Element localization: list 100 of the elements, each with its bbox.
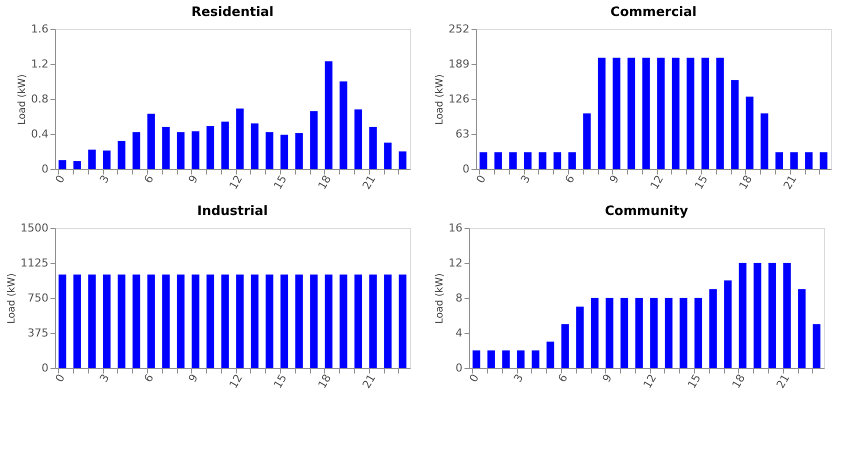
- bar: [192, 131, 200, 170]
- bar: [694, 298, 702, 368]
- bar: [369, 126, 377, 170]
- bar: [701, 58, 710, 170]
- bar: [102, 150, 111, 170]
- bar: [147, 114, 156, 170]
- x-tick-label: 18: [736, 173, 755, 192]
- bar: [590, 298, 599, 368]
- bar: [620, 298, 628, 368]
- bar: [354, 109, 362, 170]
- bar: [479, 152, 488, 170]
- x-tick-label: 0: [466, 372, 482, 385]
- bar: [538, 152, 547, 170]
- bar: [250, 123, 259, 170]
- x-tick-label: 0: [474, 173, 489, 186]
- bar: [783, 262, 791, 368]
- x-tick-label: 3: [97, 372, 112, 385]
- x-tick-label: 21: [360, 173, 378, 192]
- bar: [576, 306, 584, 368]
- chart-title: Community: [604, 204, 689, 219]
- bar: [672, 58, 680, 170]
- bar: [561, 324, 570, 368]
- x-tick-label: 9: [186, 372, 201, 385]
- bar: [627, 58, 636, 170]
- x-tick-label: 6: [556, 372, 570, 385]
- x-tick-label: 3: [518, 173, 533, 186]
- y-tick-label: 1500: [20, 222, 48, 234]
- chart-title: Commercial: [610, 5, 697, 20]
- bar: [798, 289, 806, 368]
- bar: [509, 152, 517, 170]
- bar: [384, 142, 392, 170]
- bar: [664, 298, 673, 368]
- bar: [118, 140, 126, 170]
- x-tick-label: 0: [52, 173, 68, 186]
- bar: [236, 108, 244, 170]
- bar: [775, 152, 784, 170]
- bar: [132, 132, 140, 170]
- bar: [656, 58, 665, 170]
- bar: [73, 160, 82, 170]
- bar: [820, 152, 828, 170]
- y-tick-label: 1.2: [31, 58, 48, 70]
- x-tick-label: 18: [730, 372, 748, 391]
- bar: [295, 132, 304, 170]
- bar: [768, 262, 776, 368]
- bar: [760, 113, 768, 170]
- x-tick-label: 6: [562, 173, 578, 186]
- x-tick-label: 12: [640, 372, 660, 391]
- bar: [716, 58, 724, 170]
- bar: [487, 350, 496, 368]
- x-tick-label: 6: [142, 372, 156, 385]
- bar: [650, 298, 658, 368]
- bar: [606, 298, 614, 368]
- y-tick-label: 0.8: [31, 92, 48, 106]
- y-tick-label: 0.4: [31, 128, 48, 140]
- bar: [310, 111, 318, 170]
- y-tick-label: 0: [42, 362, 48, 374]
- y-tick-label: 750: [28, 292, 48, 304]
- chart-title: Industrial: [197, 204, 268, 219]
- x-tick-label: 21: [360, 372, 378, 391]
- bar: [162, 126, 170, 170]
- x-tick-label: 0: [52, 372, 68, 385]
- bar: [516, 350, 525, 368]
- bar: [812, 324, 821, 368]
- y-tick-label: 63: [456, 128, 470, 140]
- y-tick-label: 1125: [20, 256, 48, 270]
- bar: [582, 113, 591, 170]
- bar: [532, 350, 540, 368]
- bar: [398, 151, 407, 170]
- y-tick-label: 0: [462, 162, 470, 176]
- bar: [280, 134, 288, 170]
- bar: [612, 58, 620, 170]
- x-tick-label: 3: [511, 372, 526, 385]
- x-tick-label: 9: [186, 173, 201, 186]
- y-tick-label: 252: [448, 22, 470, 36]
- y-tick-label: 1.6: [31, 22, 48, 36]
- bar: [724, 280, 732, 368]
- bar: [790, 152, 798, 170]
- y-tick-label: 12: [448, 256, 462, 270]
- bar: [753, 262, 762, 368]
- bar: [494, 152, 502, 170]
- bar: [642, 58, 650, 170]
- x-tick-label: 12: [226, 173, 246, 192]
- y-axis-title: Load (kW): [6, 273, 18, 324]
- y-tick-label: 375: [28, 326, 48, 340]
- bar: [568, 152, 576, 170]
- bar: [746, 96, 754, 170]
- x-tick-label: 12: [648, 173, 666, 192]
- x-tick-label: 15: [271, 173, 290, 192]
- x-tick-label: 18: [316, 372, 334, 391]
- chart-title: Residential: [191, 5, 274, 20]
- bar: [686, 58, 694, 170]
- x-tick-label: 21: [780, 173, 800, 192]
- y-tick-label: 4: [456, 326, 462, 340]
- x-tick-label: 12: [226, 372, 246, 391]
- y-axis-title: Load (kW): [17, 74, 28, 125]
- y-tick-label: 16: [448, 222, 462, 234]
- bar: [738, 262, 747, 368]
- y-axis-title: Load (kW): [434, 74, 446, 125]
- y-axis-title: Load (kW): [434, 273, 446, 324]
- bar: [680, 298, 688, 368]
